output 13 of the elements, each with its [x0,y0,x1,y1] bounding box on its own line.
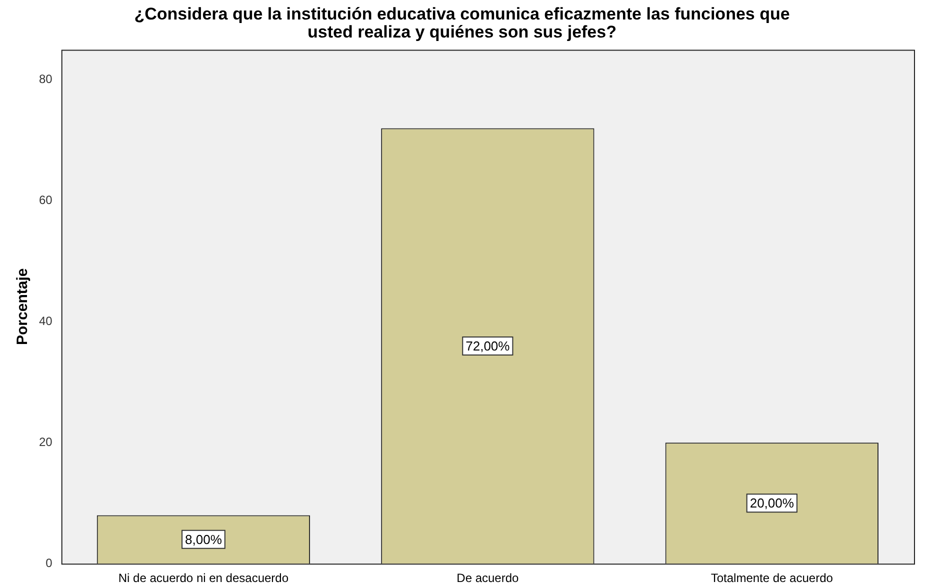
y-tick-label: 0 [46,556,53,570]
y-tick-label: 60 [38,193,53,208]
y-tick-label: 80 [38,72,53,86]
y-axis-title: Porcentaje [14,268,32,345]
data-label: 72,00% [466,338,510,354]
y-tick-label: 20 [38,434,53,449]
chart-title: ¿Considera que la institución educativa comunica eficazmente las funciones que usted realiza y quiénes son sus jefes? [134,4,790,42]
x-tick-label: Ni de acuerdo ni en desacuerdo [118,571,289,586]
x-tick-label: De acuerdo [456,571,520,586]
x-tick-label: Totalmente de acuerdo [710,571,834,586]
data-label: 20,00% [750,496,794,511]
y-tick-label: 40 [38,314,53,328]
data-label: 8,00% [185,532,222,547]
